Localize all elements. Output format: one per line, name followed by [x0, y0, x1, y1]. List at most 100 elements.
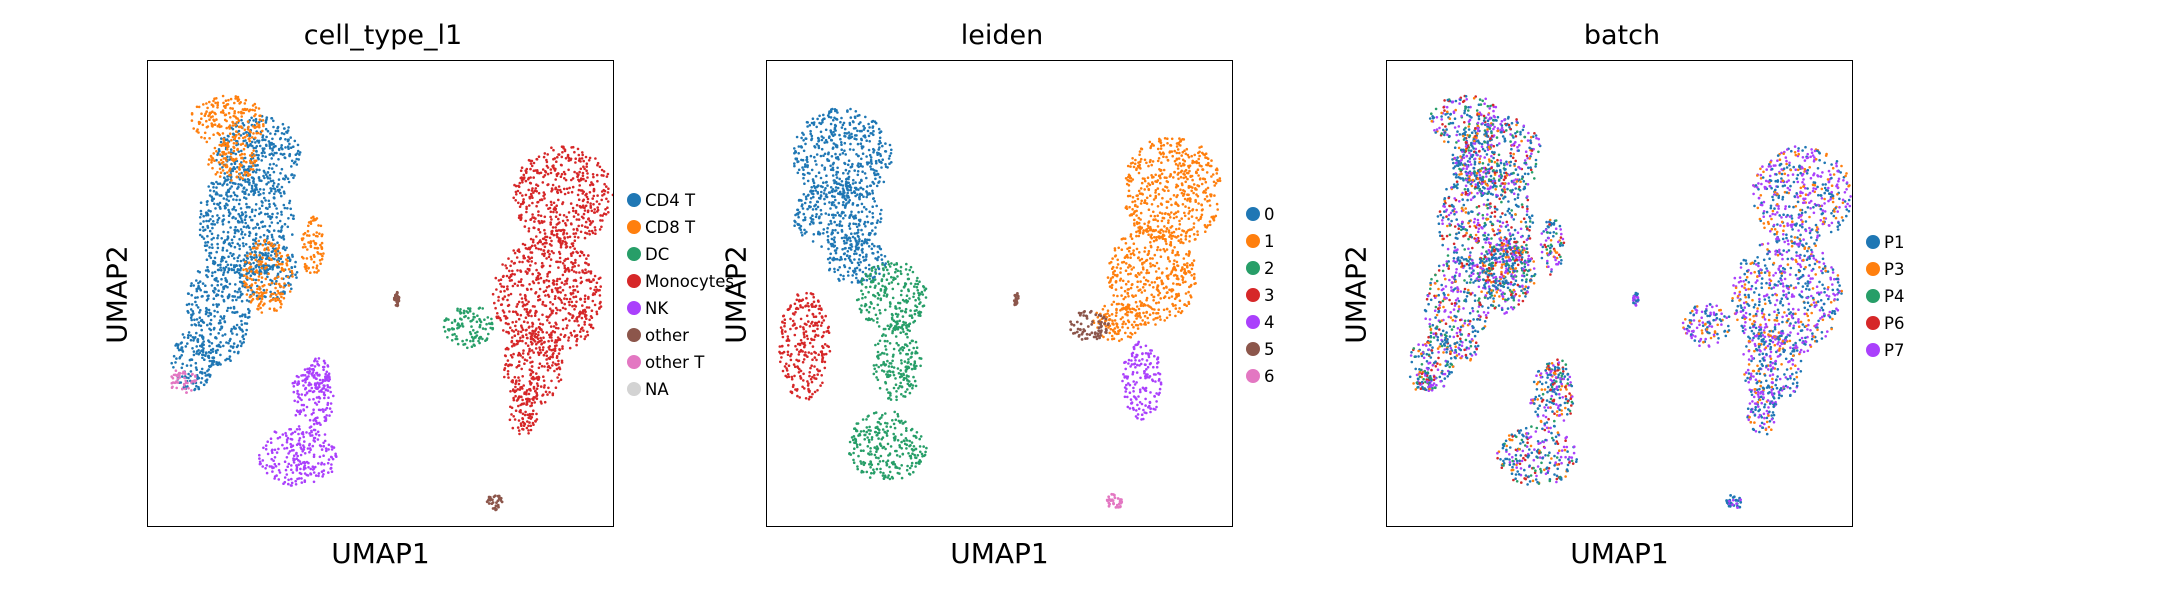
scatter-point [396, 294, 399, 298]
scatter-point [548, 264, 552, 268]
scatter-point [227, 135, 230, 138]
scatter-point [217, 343, 221, 347]
scatter-point [253, 109, 257, 112]
scatter-point [504, 264, 507, 267]
scatter-point [512, 352, 515, 356]
scatter-point [327, 443, 331, 447]
scatter-point [247, 261, 251, 264]
scatter-point [224, 265, 228, 269]
scatter-point [529, 162, 533, 165]
scatter-point [228, 187, 232, 190]
scatter-point [232, 149, 236, 153]
scatter-point [395, 298, 398, 302]
scatter-point [556, 260, 560, 264]
scatter-point [831, 190, 834, 194]
scatter-point [317, 395, 321, 399]
scatter-point [212, 328, 216, 331]
scatter-point [506, 285, 509, 288]
scatter-cluster [170, 114, 302, 392]
scatter-point [304, 245, 307, 249]
scatter-point [564, 293, 567, 297]
scatter-point [591, 220, 595, 223]
scatter-point [253, 126, 257, 129]
scatter-point [246, 145, 250, 149]
scatter-point [472, 329, 475, 332]
scatter-point [250, 270, 253, 273]
scatter-point [200, 328, 203, 332]
scatter-point [537, 213, 540, 217]
scatter-point [206, 213, 210, 217]
scatter-point [240, 323, 244, 326]
scatter-point [525, 171, 528, 175]
scatter-point [848, 198, 851, 202]
scatter-point [829, 186, 833, 189]
scatter-point [251, 104, 255, 107]
scatter-point [226, 183, 229, 186]
scatter-point [207, 354, 210, 358]
scatter-point [311, 390, 315, 394]
scatter-point [827, 213, 831, 216]
scatter-point [452, 327, 456, 331]
scatter-point [228, 167, 232, 170]
scatter-point [873, 275, 876, 279]
scatter-point [586, 176, 589, 179]
scatter-point [219, 153, 222, 156]
scatter-point [216, 153, 219, 157]
scatter-point [190, 381, 193, 384]
scatter-point [843, 131, 847, 135]
scatter-point [288, 290, 292, 293]
scatter-point [833, 270, 836, 274]
scatter-point [856, 129, 859, 133]
scatter-point [264, 262, 267, 265]
scatter-point [587, 306, 591, 309]
scatter-point [260, 260, 264, 263]
scatter-point [521, 352, 525, 355]
scatter-point [253, 154, 256, 157]
scatter-point [826, 257, 830, 261]
scatter-point [530, 349, 534, 352]
scatter-point [602, 170, 606, 173]
scatter-point [235, 264, 238, 267]
scatter-point [554, 187, 557, 191]
scatter-point [558, 252, 562, 256]
scatter-point [846, 110, 849, 113]
scatter-point [528, 350, 531, 353]
scatter-point [534, 262, 537, 265]
scatter-point [837, 192, 841, 195]
scatter-point [849, 142, 852, 146]
scatter-point [549, 200, 553, 204]
scatter-point [446, 336, 449, 339]
scatter-point [527, 424, 530, 428]
scatter-point [545, 331, 549, 334]
scatter-point [183, 384, 186, 387]
scatter-point [871, 212, 874, 215]
scatter-point [554, 295, 557, 298]
scatter-point [845, 194, 848, 197]
scatter-point [819, 176, 823, 180]
scatter-point [519, 202, 523, 206]
scatter-point [183, 376, 186, 380]
scatter-point [589, 204, 592, 208]
scatter-point [279, 136, 282, 140]
scatter-point [554, 306, 558, 310]
scatter-point [527, 300, 530, 304]
scatter-point [276, 247, 279, 251]
scatter-point [274, 263, 278, 267]
scatter-point [518, 181, 522, 185]
scatter-point [220, 237, 223, 240]
scatter-point [803, 216, 807, 219]
scatter-point [543, 304, 547, 307]
scatter-point [835, 257, 839, 261]
scatter-point [271, 245, 275, 248]
scatter-point [535, 377, 539, 380]
scatter-point [580, 280, 584, 284]
scatter-point [836, 186, 840, 190]
scatter-point [225, 165, 229, 169]
scatter-point [260, 297, 264, 301]
scatter-point [250, 288, 253, 292]
scatter-point [308, 432, 311, 435]
scatter-point [531, 240, 535, 244]
scatter-point [595, 310, 598, 314]
scatter-point [311, 374, 314, 377]
scatter-point [315, 371, 319, 375]
